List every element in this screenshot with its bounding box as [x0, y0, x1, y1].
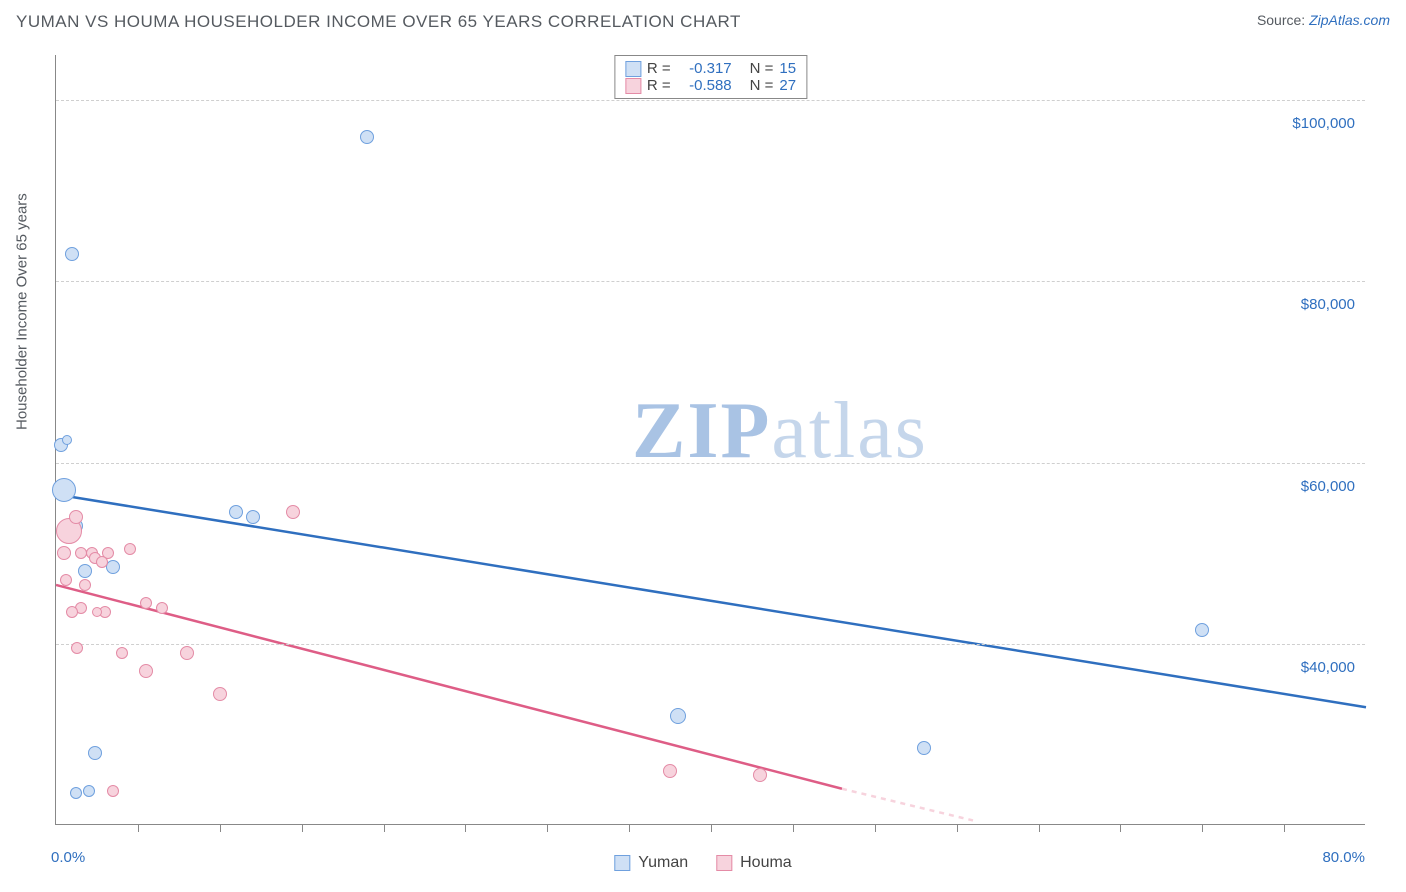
- data-point[interactable]: [88, 746, 102, 760]
- x-tick: [1284, 825, 1285, 832]
- y-tick-label: $100,000: [1292, 115, 1355, 132]
- n-label: N =: [750, 60, 774, 77]
- data-point[interactable]: [246, 510, 260, 524]
- legend-item: Yuman: [614, 854, 688, 872]
- data-point[interactable]: [75, 547, 87, 559]
- data-point[interactable]: [286, 505, 300, 519]
- source-label: Source: ZipAtlas.com: [1257, 12, 1390, 28]
- x-tick: [957, 825, 958, 832]
- data-point[interactable]: [65, 247, 79, 261]
- data-point[interactable]: [124, 543, 136, 555]
- data-point[interactable]: [213, 687, 227, 701]
- chart-title: YUMAN VS HOUMA HOUSEHOLDER INCOME OVER 6…: [16, 12, 741, 32]
- legend-swatch: [716, 855, 732, 871]
- y-axis-label: Householder Income Over 65 years: [14, 193, 31, 430]
- trend-lines: [56, 55, 1366, 825]
- source-link[interactable]: ZipAtlas.com: [1309, 12, 1390, 28]
- n-value: 27: [779, 77, 796, 94]
- x-tick-label: 0.0%: [51, 849, 85, 866]
- data-point[interactable]: [156, 602, 168, 614]
- y-tick-label: $60,000: [1301, 478, 1355, 495]
- data-point[interactable]: [78, 564, 92, 578]
- data-point[interactable]: [229, 505, 243, 519]
- x-tick: [1120, 825, 1121, 832]
- data-point[interactable]: [917, 741, 931, 755]
- data-point[interactable]: [107, 785, 119, 797]
- y-tick-label: $40,000: [1301, 659, 1355, 676]
- x-tick: [465, 825, 466, 832]
- x-tick: [138, 825, 139, 832]
- plot-area: ZIPatlas R =-0.317N =15R =-0.588N =27 $4…: [55, 55, 1365, 825]
- legend-row: R = -0.588 N = 27: [625, 77, 796, 94]
- data-point[interactable]: [670, 708, 686, 724]
- gridline: [56, 281, 1365, 282]
- data-point[interactable]: [62, 435, 72, 445]
- x-tick: [384, 825, 385, 832]
- series-legend: Yuman Houma: [614, 854, 791, 872]
- legend-label: Yuman: [638, 854, 688, 872]
- x-tick: [629, 825, 630, 832]
- data-point[interactable]: [116, 647, 128, 659]
- data-point[interactable]: [753, 768, 767, 782]
- r-label: R =: [647, 60, 671, 77]
- legend-label: Houma: [740, 854, 792, 872]
- r-label: R =: [647, 77, 671, 94]
- data-point[interactable]: [663, 764, 677, 778]
- legend-swatch: [614, 855, 630, 871]
- r-value: -0.588: [677, 77, 732, 94]
- x-tick: [875, 825, 876, 832]
- x-tick: [793, 825, 794, 832]
- correlation-legend: R = -0.317 N = 15 R = -0.588 N = 27: [614, 55, 807, 99]
- data-point[interactable]: [79, 579, 91, 591]
- r-value: -0.317: [677, 60, 732, 77]
- data-point[interactable]: [83, 785, 95, 797]
- x-tick-label: 80.0%: [1322, 849, 1365, 866]
- data-point[interactable]: [1195, 623, 1209, 637]
- y-tick-label: $80,000: [1301, 296, 1355, 313]
- data-point[interactable]: [60, 574, 72, 586]
- trend-line-faded: [842, 789, 973, 821]
- legend-row: R = -0.317 N = 15: [625, 60, 796, 77]
- data-point[interactable]: [360, 130, 374, 144]
- data-point[interactable]: [71, 642, 83, 654]
- trend-line: [56, 494, 1366, 707]
- n-value: 15: [779, 60, 796, 77]
- x-tick: [1202, 825, 1203, 832]
- x-tick: [711, 825, 712, 832]
- x-tick: [547, 825, 548, 832]
- data-point[interactable]: [92, 607, 102, 617]
- gridline: [56, 100, 1365, 101]
- n-label: N =: [750, 77, 774, 94]
- gridline: [56, 463, 1365, 464]
- data-point[interactable]: [70, 787, 82, 799]
- data-point[interactable]: [96, 556, 108, 568]
- x-tick: [220, 825, 221, 832]
- data-point[interactable]: [69, 510, 83, 524]
- legend-swatch: [625, 61, 641, 77]
- legend-item: Houma: [716, 854, 792, 872]
- data-point[interactable]: [66, 606, 78, 618]
- data-point[interactable]: [57, 546, 71, 560]
- legend-swatch: [625, 78, 641, 94]
- x-tick: [1039, 825, 1040, 832]
- data-point[interactable]: [52, 478, 76, 502]
- data-point[interactable]: [140, 597, 152, 609]
- gridline: [56, 644, 1365, 645]
- chart-container: YUMAN VS HOUMA HOUSEHOLDER INCOME OVER 6…: [0, 0, 1406, 892]
- data-point[interactable]: [139, 664, 153, 678]
- x-tick: [302, 825, 303, 832]
- data-point[interactable]: [180, 646, 194, 660]
- trend-line: [56, 585, 842, 789]
- data-point[interactable]: [106, 560, 120, 574]
